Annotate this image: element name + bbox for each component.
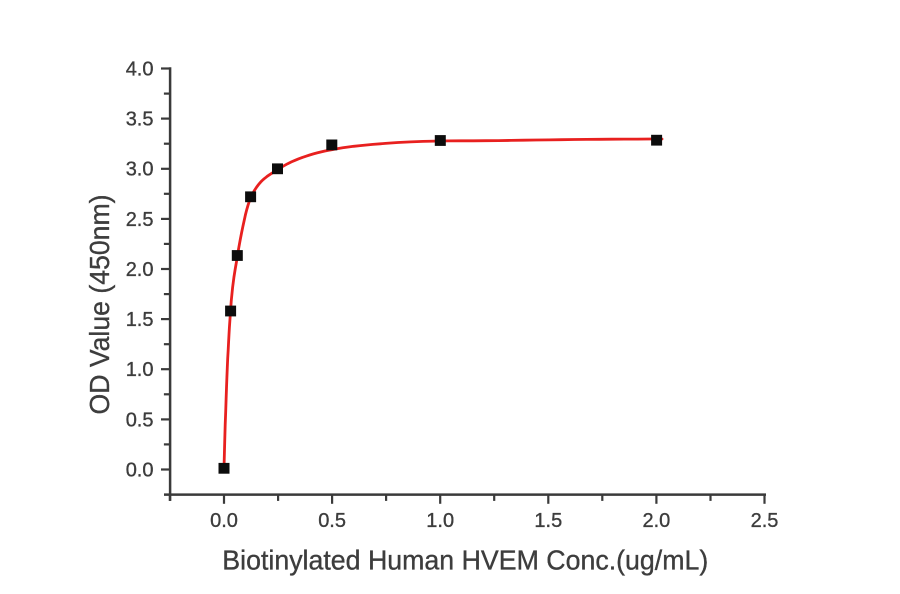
svg-text:2.0: 2.0	[126, 259, 154, 281]
svg-text:2.5: 2.5	[751, 510, 779, 532]
svg-text:1.0: 1.0	[426, 510, 454, 532]
svg-text:0.5: 0.5	[318, 510, 346, 532]
svg-text:1.0: 1.0	[126, 359, 154, 381]
svg-text:1.5: 1.5	[126, 309, 154, 331]
svg-text:Biotinylated Human HVEM Conc.(: Biotinylated Human HVEM Conc.(ug/mL)	[222, 545, 708, 576]
svg-text:0.0: 0.0	[210, 510, 238, 532]
svg-text:3.5: 3.5	[126, 109, 154, 131]
svg-text:4.0: 4.0	[126, 58, 154, 80]
svg-text:0.5: 0.5	[126, 409, 154, 431]
svg-text:3.0: 3.0	[126, 159, 154, 181]
svg-text:1.5: 1.5	[534, 510, 562, 532]
svg-text:2.5: 2.5	[126, 209, 154, 231]
svg-text:OD Value (450nm): OD Value (450nm)	[84, 195, 115, 415]
svg-text:0.0: 0.0	[126, 459, 154, 481]
svg-text:2.0: 2.0	[642, 510, 670, 532]
